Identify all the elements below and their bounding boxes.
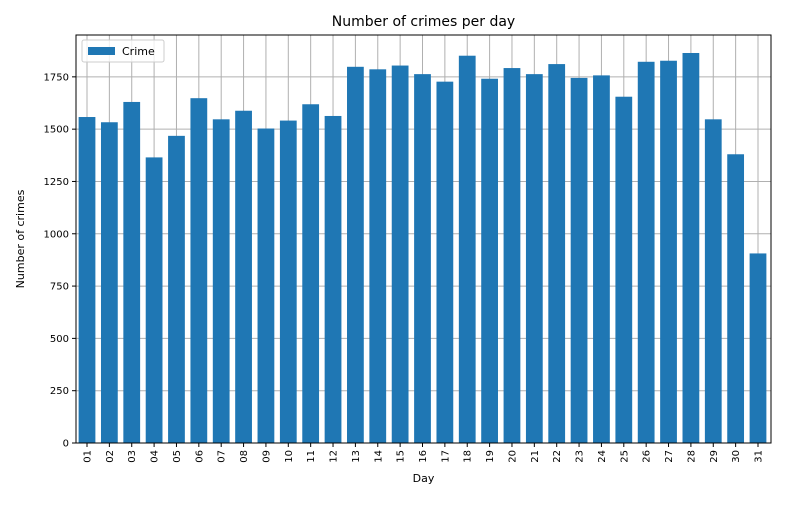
x-tick-label: 21 — [530, 450, 541, 463]
bar-day-27 — [660, 60, 677, 444]
x-tick-label: 02 — [105, 450, 116, 463]
x-tick-label: 07 — [217, 450, 228, 463]
x-tick-label: 06 — [194, 450, 205, 463]
x-tick-label: 23 — [575, 450, 586, 463]
bar-day-14 — [369, 69, 387, 443]
bar-day-10 — [279, 120, 297, 444]
x-tick-label: 12 — [329, 450, 340, 463]
bar-day-03 — [123, 101, 141, 443]
x-tick-label: 30 — [731, 450, 742, 463]
x-tick-label: 19 — [485, 450, 496, 463]
y-tick-label: 750 — [50, 282, 69, 293]
bar-day-18 — [458, 55, 476, 444]
x-tick-label: 03 — [127, 450, 138, 463]
legend: Crime — [81, 39, 165, 63]
y-tick-label: 1250 — [44, 177, 69, 188]
bar-day-28 — [682, 52, 700, 444]
y-axis-ticks: 0 250 500 750 1000 1250 1500 1750 — [44, 72, 76, 450]
x-tick-label: 04 — [150, 450, 161, 463]
plot-frame — [75, 34, 772, 444]
x-tick-label: 25 — [619, 450, 630, 463]
bar-day-02 — [100, 122, 118, 443]
bar-day-31 — [749, 253, 767, 443]
bar-day-29 — [704, 119, 722, 443]
bar-day-24 — [593, 75, 610, 444]
bar-day-22 — [548, 64, 566, 444]
bar-day-07 — [212, 119, 230, 443]
x-tick-label: 22 — [552, 450, 563, 463]
bar-day-21 — [525, 74, 543, 443]
bar-day-15 — [391, 65, 409, 443]
x-axis-ticks: 01 02 03 04 05 06 07 08 09 10 11 12 13 14 15 16 17 18 19 20… — [83, 443, 765, 463]
x-tick-label: 01 — [83, 450, 94, 463]
x-tick-label: 10 — [284, 450, 295, 463]
y-tick-label: 1000 — [44, 229, 69, 240]
legend-box — [81, 39, 165, 63]
x-tick-label: 31 — [754, 450, 765, 463]
legend-swatch — [88, 47, 115, 55]
bar-day-30 — [727, 154, 745, 443]
bar-day-13 — [347, 66, 364, 444]
bar-day-04 — [145, 157, 163, 443]
bar-day-08 — [235, 110, 252, 443]
bars — [78, 52, 767, 444]
y-tick-label: 1500 — [44, 125, 69, 136]
bar-day-17 — [436, 81, 454, 444]
x-tick-label: 05 — [172, 450, 183, 463]
legend-label-crime: Crime — [122, 45, 155, 58]
y-axis-label: Number of crimes — [14, 189, 27, 288]
bar-day-19 — [481, 78, 498, 443]
x-tick-label: 15 — [396, 450, 407, 463]
bar-day-06 — [190, 98, 208, 444]
bar-day-16 — [414, 74, 431, 443]
chart-title: Number of crimes per day — [332, 14, 515, 30]
y-tick-label: 250 — [50, 386, 69, 397]
bar-day-20 — [503, 68, 521, 443]
bar-day-05 — [168, 135, 185, 443]
bar-day-09 — [257, 128, 275, 443]
x-tick-label: 18 — [463, 450, 474, 463]
bar-day-25 — [615, 96, 633, 443]
bar-day-23 — [570, 77, 588, 444]
x-tick-label: 29 — [709, 450, 720, 463]
x-tick-label: 08 — [239, 450, 250, 463]
y-tick-label: 0 — [63, 439, 69, 450]
x-tick-label: 11 — [306, 450, 317, 463]
bar-day-01 — [78, 117, 96, 443]
x-tick-label: 27 — [664, 450, 675, 463]
x-axis-label: Day — [413, 472, 435, 485]
y-tick-label: 500 — [50, 334, 69, 345]
bar-day-26 — [637, 61, 655, 443]
x-tick-label: 16 — [418, 450, 429, 463]
x-tick-label: 24 — [597, 450, 608, 463]
x-tick-label: 20 — [507, 450, 518, 463]
bar-day-11 — [302, 104, 320, 444]
x-tick-label: 26 — [642, 450, 653, 463]
x-tick-label: 28 — [686, 450, 697, 463]
y-tick-label: 1750 — [44, 72, 69, 83]
x-tick-label: 17 — [440, 450, 451, 463]
x-tick-label: 09 — [261, 450, 272, 463]
x-tick-label: 13 — [351, 450, 362, 463]
bar-day-12 — [324, 115, 342, 444]
x-tick-label: 14 — [373, 450, 384, 463]
